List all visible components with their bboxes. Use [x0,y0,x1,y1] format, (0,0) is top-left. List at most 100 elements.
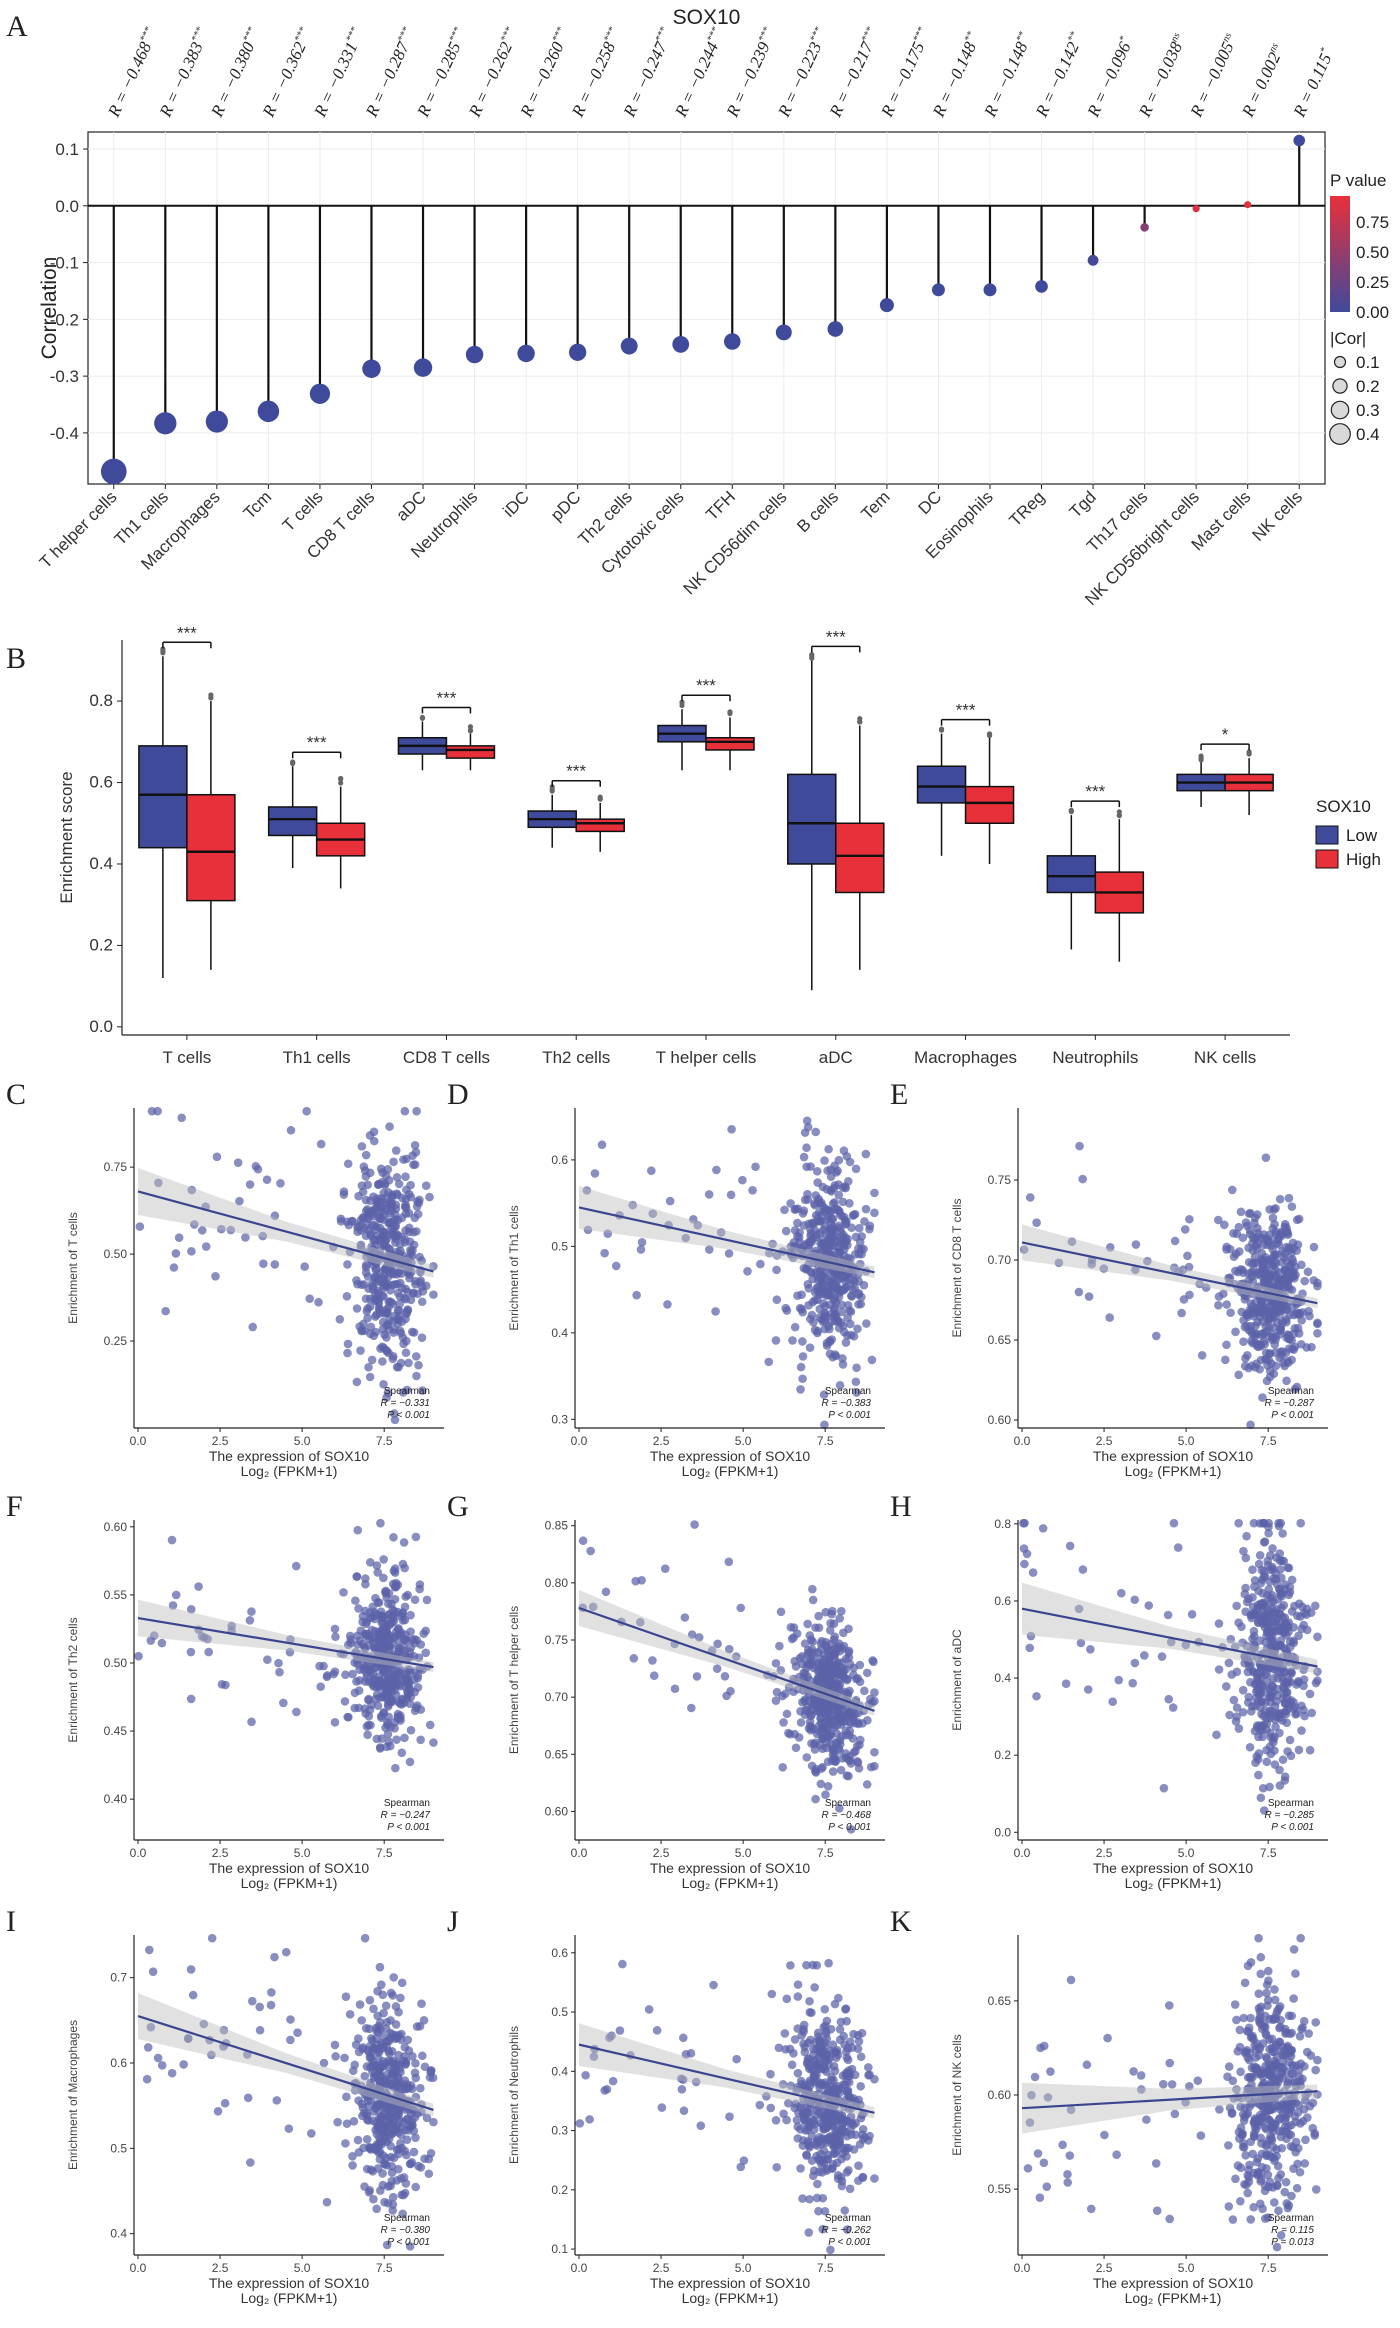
r-value-label: R = −0.468*** [104,25,162,120]
scatter-point [381,2001,391,2011]
scatter-point [677,2085,687,2094]
x-tick-label: TReg [1006,487,1049,530]
scatter-point [1235,2025,1245,2035]
size-legend-circle [1332,378,1348,394]
x-tick-label: 2.5 [653,1846,670,1860]
scatter-point [177,1113,187,1123]
r-value-text: R = −0.239 [722,39,774,121]
scatter-point [361,2023,371,2033]
scatter-point [1272,1697,1281,1706]
y-tick-label: 0.4 [110,2227,127,2241]
scatter-point [1264,2182,1274,2192]
scatter-point [384,1610,393,1619]
scatter-point [1259,1518,1269,1528]
panel-letter-h: H [890,1490,912,1523]
scatter-point [401,1209,411,1218]
scatter-point [813,1178,822,1187]
scatter-point [1143,1256,1152,1266]
scatter-point [1170,1236,1180,1246]
x-axis-sublabel: Log₂ (FPKM+1) [241,1463,338,1479]
scatter-point [1287,2191,1296,2201]
box-outlier [1198,753,1204,759]
r-value-text: R = −0.038 [1135,39,1187,121]
scatter-point [813,2028,823,2038]
scatter-point [362,2135,372,2144]
scatter-point [808,1584,817,1594]
x-tick-label: T helper cells [656,1048,757,1067]
r-value-label: R = −0.260*** [516,25,574,120]
scatter-point [1285,1245,1294,1255]
scatter-point [1256,1969,1266,1979]
scatter-point [736,1603,746,1613]
scatter-point [1270,1760,1280,1769]
scatter-point [212,1152,222,1162]
scatter-point [838,1354,847,1363]
lollipop-point [879,298,894,313]
scatter-point [1030,2072,1040,2082]
scatter-point [374,1303,384,1313]
colorbar-tick-label: 0.75 [1356,213,1389,232]
scatter-point [1268,1617,1278,1627]
lollipop-point [413,358,433,377]
scatter-point [1063,2178,1073,2187]
x-tick-label: pDC [547,487,584,524]
scatter-point [400,1733,409,1743]
box-outlier [597,796,603,802]
y-tick-label: 0.50 [104,1247,128,1261]
scatter-point [360,1933,370,1943]
scatter-point [416,2163,426,2172]
scatter-point [842,1771,852,1781]
scatter-point [828,2040,838,2050]
r-value-text: R = −0.244 [671,39,723,121]
x-tick-label: B cells [793,487,842,536]
x-tick-label: 2.5 [212,2261,229,2275]
scatter-point [1063,2170,1072,2179]
scatter-point [1300,1276,1309,1286]
scatter-point [602,2085,612,2094]
scatter-point [771,1336,781,1345]
scatter-point [1287,1575,1297,1585]
scatter-point [1265,1272,1274,1281]
scatter-point [376,1711,386,1721]
scatter-point [422,1595,432,1605]
x-tick-label: Tem [858,487,894,523]
scatter-point [1296,1518,1305,1528]
scatter-point [689,1214,698,1224]
scatter-point [862,1319,871,1328]
scatter-point [1307,1708,1317,1718]
scatter-point [421,1181,431,1191]
scatter-point [1020,1559,1029,1569]
scatter-point [1254,1933,1263,1943]
scatter-point [837,1211,846,1221]
scatter-point [387,2168,397,2178]
scatter-point [1282,2028,1291,2037]
scatter-point [1247,1361,1256,1371]
scatter-point [245,1616,255,1625]
scatter-point [793,2024,803,2033]
scatter-point [371,2023,381,2033]
scatter-point [1265,1782,1274,1792]
scatter-point [670,1684,680,1694]
scatter-point [1238,1233,1248,1243]
scatter-point [407,1327,417,1337]
scatter-point [398,1608,408,1617]
scatter-point [810,1199,819,1208]
scatter-point [825,1206,835,1216]
y-tick-label: 0.0 [55,197,79,216]
scatter-point [1270,1985,1279,1994]
scatter-point [134,1651,143,1661]
legend-size-title: |Cor| [1330,329,1366,348]
r-value-text: R = −0.331 [310,39,361,121]
scatter-point [862,1780,872,1789]
scatter-point [807,1310,817,1320]
scatter-point [827,2140,837,2149]
scatter-point [248,1996,257,2006]
scatter-point [790,1226,800,1235]
scatter-point [1167,2080,1177,2089]
scatter-point [1260,1265,1270,1274]
scatter-point [833,1166,842,1176]
scatter-point [1243,2188,1253,2198]
panel-letter-e: E [890,1078,908,1111]
scatter-point [1302,1625,1312,1635]
scatter-point [135,1222,145,1231]
